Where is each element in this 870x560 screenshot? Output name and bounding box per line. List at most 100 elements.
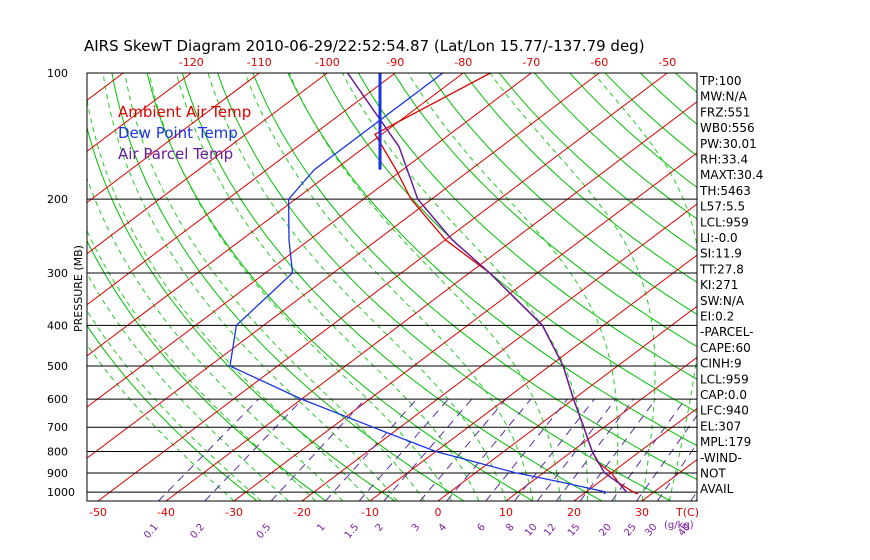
moist-adiabat xyxy=(87,343,235,501)
mixing-ratio-tick-label: 12 xyxy=(542,522,559,539)
temp-unit-label: T(C) xyxy=(675,506,699,519)
top-temp-tick-label: -80 xyxy=(454,56,472,69)
top-temp-tick-label: -70 xyxy=(522,56,540,69)
isotherm xyxy=(87,73,260,204)
dry-adiabat xyxy=(463,73,697,283)
dry-adiabat xyxy=(181,73,603,501)
moist-adiabat xyxy=(288,73,561,501)
stat-line: NOT xyxy=(700,467,726,481)
moist-adiabat xyxy=(124,73,425,501)
moist-adiabat xyxy=(87,96,371,501)
pressure-tick-label: 500 xyxy=(47,360,68,373)
isotherm xyxy=(233,152,697,501)
stat-line: EI:0.2 xyxy=(700,310,734,324)
stat-line: -PARCEL- xyxy=(700,325,754,339)
mixing-ratio-line xyxy=(485,398,568,501)
grid-lines xyxy=(0,73,870,501)
moist-adiabat xyxy=(176,73,480,501)
stat-line: PW:30.01 xyxy=(700,137,757,151)
series-line-dew-point-temp xyxy=(229,73,608,495)
moist-adiabat xyxy=(342,73,589,501)
pressure-tick-label: 300 xyxy=(47,267,68,280)
mixing-ratio-line xyxy=(611,398,686,501)
mixing-ratio-tick-label: 10 xyxy=(523,522,540,539)
mixing-ratio-tick-label: 15 xyxy=(566,522,583,539)
mixing-ratio-line xyxy=(358,398,449,501)
mixing-ratio-unit-label: (g/kg) xyxy=(664,520,694,531)
isotherm xyxy=(505,356,697,501)
mixing-ratio-tick-label: 4 xyxy=(437,522,450,534)
dry-adiabat xyxy=(428,73,697,315)
moist-adiabat xyxy=(87,176,344,501)
moist-adiabat xyxy=(207,73,507,501)
mixing-ratio-tick-label: 6 xyxy=(476,522,489,534)
dry-adiabat xyxy=(746,73,870,501)
pressure-tick-label: 1000 xyxy=(47,486,75,499)
bottom-temp-tick-label: -40 xyxy=(157,506,175,519)
stat-line: MW:N/A xyxy=(700,90,748,104)
dry-adiabat xyxy=(393,73,697,348)
isotherm xyxy=(87,73,396,306)
dry-adiabat xyxy=(816,73,870,501)
isotherm xyxy=(87,73,124,101)
top-temp-tick-label: -120 xyxy=(179,56,204,69)
dry-adiabat xyxy=(781,73,870,501)
isotherm xyxy=(87,73,532,408)
moist-adiabat xyxy=(407,73,619,501)
mixing-ratio-tick-label: 1 xyxy=(315,522,328,534)
isotherm xyxy=(87,73,600,459)
pressure-tick-label: 600 xyxy=(47,393,68,406)
top-temp-tick-label: -100 xyxy=(315,56,340,69)
mixing-ratio-line xyxy=(204,398,303,501)
top-temp-tick-label: -60 xyxy=(590,56,608,69)
top-temp-tick-label: -90 xyxy=(386,56,404,69)
mixing-ratio-line xyxy=(636,414,697,501)
dry-adiabat xyxy=(217,73,672,501)
isotherm xyxy=(573,407,697,501)
moist-adiabat xyxy=(244,73,534,501)
bottom-temp-tick-label: 30 xyxy=(635,506,649,519)
mixing-ratio-tick-label: 2 xyxy=(374,522,387,534)
mixing-ratio-tick-label: 1.5 xyxy=(343,522,362,541)
stat-line: L57:5.5 xyxy=(700,200,745,214)
mixing-ratio-tick-label: 30 xyxy=(643,522,660,539)
moist-adiabat xyxy=(87,309,262,501)
legend-item: Dew Point Temp xyxy=(118,124,238,142)
stat-line: MPL:179 xyxy=(700,435,751,449)
stat-line: FRZ:551 xyxy=(700,105,750,119)
moist-adiabat xyxy=(489,73,656,501)
pressure-tick-label: 100 xyxy=(47,67,68,80)
stat-line: SI:11.9 xyxy=(700,247,742,261)
dry-adiabat xyxy=(87,125,396,501)
stat-line: CINH:9 xyxy=(700,357,742,371)
dry-adiabat xyxy=(252,73,697,481)
mixing-ratio-line xyxy=(383,398,473,501)
mixing-ratio-tick-label: 20 xyxy=(597,522,614,539)
legend: Ambient Air Temp Dew Point Temp Air Parcel… xyxy=(118,103,251,163)
stat-line: TH:5463 xyxy=(699,184,751,198)
mixing-ratio-line xyxy=(536,398,617,501)
isotherm xyxy=(369,254,697,501)
stat-line: LFC:940 xyxy=(700,404,749,418)
mixing-ratio-line xyxy=(270,398,366,501)
isotherm xyxy=(778,73,870,501)
isotherm xyxy=(0,73,55,501)
stat-line: -WIND- xyxy=(700,451,742,465)
bottom-temp-tick-label: 0 xyxy=(435,506,442,519)
top-temp-tick-label: -50 xyxy=(658,56,676,69)
legend-item: Ambient Air Temp xyxy=(118,103,251,121)
stat-line: MAXT:30.4 xyxy=(700,168,763,182)
mixing-ratio-line xyxy=(325,398,418,501)
stat-line: LCL:959 xyxy=(700,215,749,229)
mixing-ratio-tick-label: 25 xyxy=(622,522,639,539)
pressure-tick-label: 200 xyxy=(47,193,68,206)
dry-adiabat xyxy=(87,324,258,501)
mixing-ratio-line xyxy=(656,442,697,501)
stat-line: LI:-0.0 xyxy=(700,231,738,245)
bottom-temp-tick-label: -30 xyxy=(225,506,243,519)
isotherm xyxy=(165,101,697,501)
isotherm xyxy=(87,73,192,153)
